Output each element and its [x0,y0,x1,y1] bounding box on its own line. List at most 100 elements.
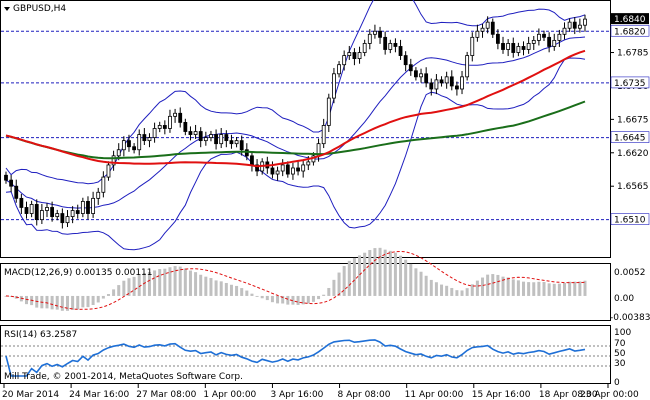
copyright-text: Mill Trade, © 2001-2014, MetaQuotes Soft… [4,372,243,382]
macd-bar [50,295,54,310]
symbol-title: GBPUSD,H4 [4,4,66,14]
candle-body [178,112,183,123]
candle-body [321,125,326,145]
rsi-tick-70: 70 [614,339,626,349]
macd-bar [183,268,187,296]
candle-body [96,191,101,199]
macd-bar [101,295,105,299]
macd-bar [71,295,75,310]
macd-bar [583,280,587,296]
candle-body [24,207,29,214]
macd-bar [194,272,198,296]
macd-bar [117,285,121,296]
macd-bar [455,290,459,296]
macd-bar [214,280,218,296]
support-resistance-levels [1,30,610,221]
current-price-box [611,13,649,25]
candle-body [480,27,485,32]
macd-bar [91,295,95,305]
macd-bar [311,295,315,302]
macd-bar [434,282,438,296]
macd-bar [527,282,531,296]
macd-bar [168,267,172,296]
candle-body [137,134,142,151]
macd-bar [563,282,567,296]
candle-body [373,30,377,35]
time-tick-label: 1 Apr 00:00 [203,390,256,400]
level-label: 1.6820 [614,27,646,37]
candle-body [337,64,341,75]
macd-bar [440,284,444,296]
macd-bar [296,295,300,305]
candle-body [326,97,331,126]
candle-body [362,43,367,53]
candle-body [301,164,306,172]
candle-body [142,134,147,142]
candle-body [270,167,275,175]
time-tick-label: 18 Apr 08:00 [539,390,598,400]
macd-bar [409,263,413,296]
macd-tick-zero: 0.00 [614,294,634,304]
macd-bar [317,295,321,300]
macd-bar [383,249,387,296]
rsi-tick-50: 50 [614,349,626,359]
rsi-tick-0: 0 [614,378,620,388]
macd-bar [429,279,433,296]
macd-bar [475,280,479,296]
macd-bar [450,287,454,296]
macd-bar [399,255,403,296]
macd-bar [342,266,346,296]
macd-bar [76,295,80,310]
candle-body [275,170,280,175]
candle-body [465,55,470,78]
candle-body [536,33,541,41]
candle-body [511,43,516,53]
candle-body [39,210,44,221]
macd-bar [322,294,326,296]
candle-body [572,21,577,29]
candle-body [567,21,572,29]
candle-body [198,131,203,142]
candle-body [521,46,526,50]
candle-body [414,70,418,78]
macd-bar [511,279,515,296]
macd-bar [96,295,100,303]
macd-bar [81,295,85,308]
candle-body [434,79,439,90]
candle-body [470,36,475,56]
level-label-box [610,213,650,225]
candle-body [19,197,24,208]
macd-bar [60,295,64,311]
candle-body [332,73,336,99]
macd-bar [291,295,295,305]
candle-body [229,140,234,145]
candle-body [209,134,213,138]
macd-bar [250,293,254,296]
macd-bar [352,257,356,296]
candle-body [121,140,126,151]
candle-body [367,33,372,44]
macd-bar [537,281,541,296]
candle-body [173,112,177,117]
macd-bar [373,248,377,296]
macd-bar [522,281,526,296]
macd-bar [358,255,362,296]
macd-bar [301,295,305,305]
candle-body [29,204,34,214]
macd-bar [404,259,408,296]
price-tick-label: 1.6785 [617,49,649,59]
candle-body [50,207,55,217]
macd-bar [481,277,485,296]
candle-body [70,210,75,217]
candle-body [485,21,490,29]
candle-body [495,33,500,44]
macd-bar [163,268,167,296]
macd-bar [552,283,556,296]
macd-bar [424,275,428,296]
time-tick-label: 15 Apr 16:00 [472,390,531,400]
candle-body [516,46,521,53]
candle-body [557,33,562,41]
dropdown-triangle-icon [4,7,10,11]
macd-bar [568,281,572,296]
